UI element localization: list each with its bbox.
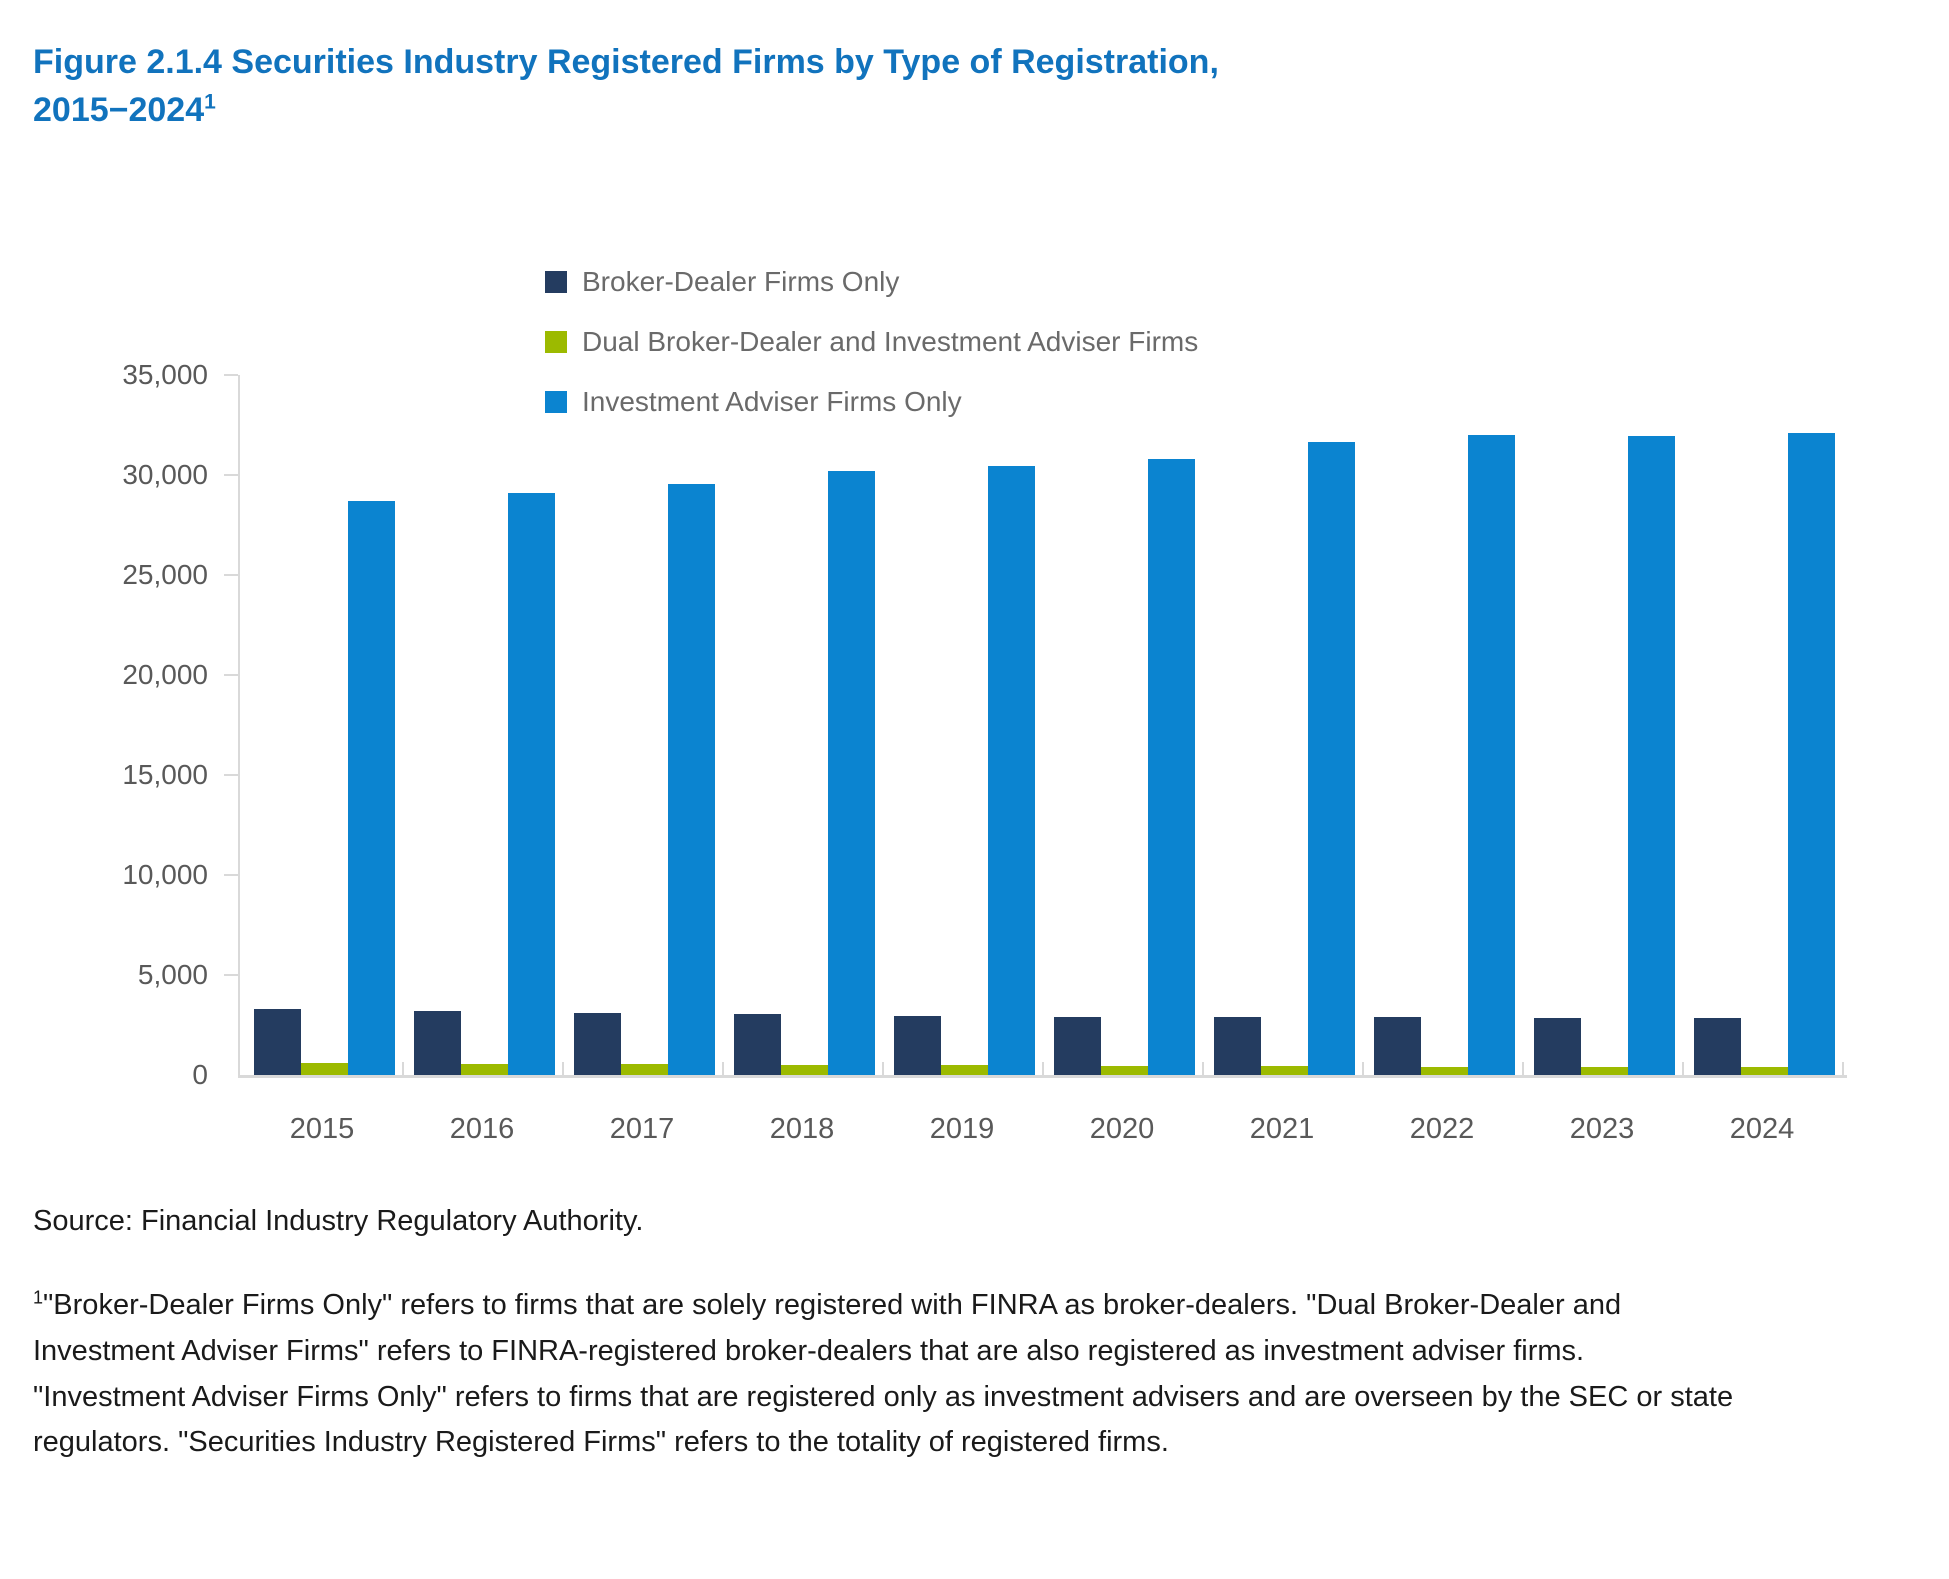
bar-broker-dealer-firms-only-2021 xyxy=(1213,1017,1261,1075)
y-axis-tick-label: 5,000 xyxy=(137,959,208,990)
bar-investment-adviser-firms-only-2023 xyxy=(1627,436,1675,1075)
bar-broker-dealer-firms-only-2018 xyxy=(733,1014,781,1075)
bar-dual-broker-dealer-and-investment-adviser-firms-2021 xyxy=(1260,1066,1308,1075)
x-axis-tick xyxy=(1682,1062,1684,1075)
y-axis-tick-label: 0 xyxy=(192,1059,208,1090)
x-axis-tick xyxy=(882,1062,884,1075)
bar-investment-adviser-firms-only-2017 xyxy=(667,484,715,1075)
bar-broker-dealer-firms-only-2015 xyxy=(253,1009,301,1075)
x-axis-label-2020: 2020 xyxy=(1089,1113,1155,1145)
bar-dual-broker-dealer-and-investment-adviser-firms-2024 xyxy=(1740,1067,1788,1075)
x-axis-label-2018: 2018 xyxy=(769,1113,835,1145)
legend-item-1: Broker-Dealer Firms Only xyxy=(545,252,1198,312)
y-axis-tick xyxy=(224,674,238,676)
figure-title-text: Figure 2.1.4 Securities Industry Registe… xyxy=(33,43,1219,130)
bar-dual-broker-dealer-and-investment-adviser-firms-2020 xyxy=(1100,1066,1148,1075)
x-axis-tick xyxy=(1042,1062,1044,1075)
legend-label: Dual Broker-Dealer and Investment Advise… xyxy=(582,326,1199,357)
bar-broker-dealer-firms-only-2017 xyxy=(573,1013,621,1075)
y-axis-tick-label: 30,000 xyxy=(122,459,208,490)
legend-label: Broker-Dealer Firms Only xyxy=(582,266,900,297)
bar-investment-adviser-firms-only-2020 xyxy=(1147,459,1195,1075)
figure-title: Figure 2.1.4 Securities Industry Registe… xyxy=(33,38,1219,135)
bar-investment-adviser-firms-only-2021 xyxy=(1307,442,1355,1075)
bar-broker-dealer-firms-only-2024 xyxy=(1693,1018,1741,1075)
x-axis-tick xyxy=(1522,1062,1524,1075)
x-axis-tick xyxy=(562,1062,564,1075)
bar-dual-broker-dealer-and-investment-adviser-firms-2017 xyxy=(620,1064,668,1075)
y-axis-tick xyxy=(224,974,238,976)
legend-swatch-icon xyxy=(545,391,567,413)
x-axis-label-2016: 2016 xyxy=(449,1113,515,1145)
x-axis-tick xyxy=(402,1062,404,1075)
bar-investment-adviser-firms-only-2024 xyxy=(1787,433,1835,1075)
footnote-text: "Broker-Dealer Firms Only" refers to fir… xyxy=(33,1289,1734,1459)
bar-dual-broker-dealer-and-investment-adviser-firms-2016 xyxy=(460,1064,508,1075)
source-note: Source: Financial Industry Regulatory Au… xyxy=(33,1205,644,1237)
plot-area xyxy=(224,374,1847,1078)
x-axis-label-2022: 2022 xyxy=(1409,1113,1475,1145)
legend-item-2: Dual Broker-Dealer and Investment Advise… xyxy=(545,312,1198,372)
bar-investment-adviser-firms-only-2018 xyxy=(827,471,875,1075)
x-axis-label-2015: 2015 xyxy=(289,1113,355,1145)
bar-investment-adviser-firms-only-2022 xyxy=(1467,435,1515,1075)
x-axis-tick xyxy=(722,1062,724,1075)
legend-swatch-icon xyxy=(545,271,567,293)
bar-dual-broker-dealer-and-investment-adviser-firms-2019 xyxy=(940,1065,988,1075)
x-axis-tick xyxy=(1362,1062,1364,1075)
x-axis-label-2023: 2023 xyxy=(1569,1113,1635,1145)
bar-broker-dealer-firms-only-2023 xyxy=(1533,1018,1581,1075)
bar-broker-dealer-firms-only-2016 xyxy=(413,1011,461,1075)
y-axis-tick-label: 25,000 xyxy=(122,559,208,590)
y-axis-tick-label: 10,000 xyxy=(122,859,208,890)
bar-investment-adviser-firms-only-2016 xyxy=(507,493,555,1075)
y-axis-tick-label: 35,000 xyxy=(122,359,208,390)
x-axis-label-2019: 2019 xyxy=(929,1113,995,1145)
bar-investment-adviser-firms-only-2019 xyxy=(987,466,1035,1075)
y-axis-tick xyxy=(224,474,238,476)
bar-dual-broker-dealer-and-investment-adviser-firms-2018 xyxy=(780,1065,828,1075)
y-axis-tick-label: 20,000 xyxy=(122,659,208,690)
bar-dual-broker-dealer-and-investment-adviser-firms-2015 xyxy=(300,1063,348,1075)
bar-dual-broker-dealer-and-investment-adviser-firms-2023 xyxy=(1580,1067,1628,1075)
y-axis-tick xyxy=(224,374,238,376)
figure-title-footnote-marker: 1 xyxy=(204,90,216,114)
bar-dual-broker-dealer-and-investment-adviser-firms-2022 xyxy=(1420,1067,1468,1075)
x-axis-tick xyxy=(1202,1062,1204,1075)
legend-item-3: Investment Adviser Firms Only xyxy=(545,372,1198,432)
y-axis-tick xyxy=(224,874,238,876)
bar-broker-dealer-firms-only-2019 xyxy=(893,1016,941,1075)
y-axis-tick-label: 15,000 xyxy=(122,759,208,790)
bar-broker-dealer-firms-only-2020 xyxy=(1053,1017,1101,1075)
legend-swatch-icon xyxy=(545,331,567,353)
chart-legend: Broker-Dealer Firms Only Dual Broker-Deal… xyxy=(545,252,1198,432)
legend-label: Investment Adviser Firms Only xyxy=(582,386,962,417)
x-axis-label-2021: 2021 xyxy=(1249,1113,1315,1145)
footnote-marker: 1 xyxy=(33,1287,44,1308)
y-axis-tick xyxy=(224,774,238,776)
bar-investment-adviser-firms-only-2015 xyxy=(347,501,395,1075)
y-axis-tick xyxy=(224,574,238,576)
x-axis-tick xyxy=(1842,1062,1844,1075)
x-axis-label-2017: 2017 xyxy=(609,1113,675,1145)
bar-broker-dealer-firms-only-2022 xyxy=(1373,1017,1421,1075)
x-axis-label-2024: 2024 xyxy=(1729,1113,1795,1145)
footnote: 1"Broker-Dealer Firms Only" refers to fi… xyxy=(33,1283,1743,1466)
